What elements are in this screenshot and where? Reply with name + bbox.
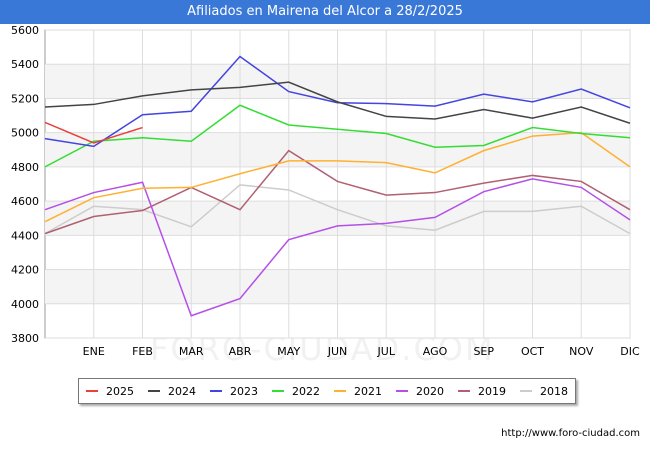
legend-swatch <box>458 390 470 392</box>
series-line-2025 <box>44 121 143 144</box>
x-tick-label: DIC <box>620 345 640 358</box>
legend-swatch <box>148 390 160 392</box>
y-tick-label: 4600 <box>11 195 39 208</box>
legend-swatch <box>272 390 284 392</box>
x-tick-label: MAY <box>277 345 300 358</box>
y-tick-label: 4400 <box>11 229 39 242</box>
chart-title: Afiliados en Mairena del Alcor a 28/2/20… <box>0 0 650 24</box>
legend-label: 2019 <box>478 384 506 398</box>
legend-label: 2024 <box>168 384 196 398</box>
legend-swatch <box>520 390 532 392</box>
series-line-2022 <box>44 104 631 168</box>
series-line-2018 <box>44 184 631 235</box>
y-tick-label: 4200 <box>11 264 39 277</box>
legend-item-2025: 2025 <box>86 385 134 398</box>
series-line-2024 <box>44 81 631 124</box>
x-tick-label: ABR <box>229 345 252 358</box>
x-tick-label: SEP <box>473 345 494 358</box>
y-tick-label: 5600 <box>11 24 39 37</box>
legend-item-2018: 2018 <box>520 385 568 398</box>
series-line-2020 <box>44 178 631 317</box>
legend-item-2021: 2021 <box>334 385 382 398</box>
y-tick-label: 4800 <box>11 161 39 174</box>
legend-swatch <box>210 390 222 392</box>
y-tick-label: 5400 <box>11 58 39 71</box>
y-tick-label: 3800 <box>11 332 39 345</box>
y-tick-label: 4000 <box>11 298 39 311</box>
x-tick-label: MAR <box>179 345 204 358</box>
x-tick-label: JUL <box>377 345 396 358</box>
legend-label: 2023 <box>230 384 258 398</box>
series-line-2019 <box>44 149 631 235</box>
legend-item-2020: 2020 <box>396 385 444 398</box>
series-line-2023 <box>44 55 631 148</box>
y-tick-label: 5200 <box>11 92 39 105</box>
legend-item-2023: 2023 <box>210 385 258 398</box>
legend-label: 2021 <box>354 384 382 398</box>
legend-swatch <box>396 390 408 392</box>
y-tick-label: 5000 <box>11 127 39 140</box>
legend-label: 2022 <box>292 384 320 398</box>
legend: 2025 2024 2023 2022 2021 2020 2019 2018 <box>78 378 576 404</box>
source-url: http://www.foro-ciudad.com <box>501 428 640 439</box>
x-tick-label: ENE <box>83 345 105 358</box>
x-tick-label: AGO <box>423 345 448 358</box>
legend-item-2022: 2022 <box>272 385 320 398</box>
series-line-2021 <box>44 131 631 223</box>
legend-item-2024: 2024 <box>148 385 196 398</box>
x-tick-label: OCT <box>521 345 544 358</box>
x-tick-label: NOV <box>569 345 594 358</box>
legend-label: 2018 <box>540 384 568 398</box>
legend-item-2019: 2019 <box>458 385 506 398</box>
legend-label: 2020 <box>416 384 444 398</box>
legend-swatch <box>334 390 346 392</box>
x-tick-label: JUN <box>327 345 348 358</box>
legend-label: 2025 <box>106 384 134 398</box>
x-tick-label: FEB <box>132 345 153 358</box>
legend-swatch <box>86 390 98 392</box>
